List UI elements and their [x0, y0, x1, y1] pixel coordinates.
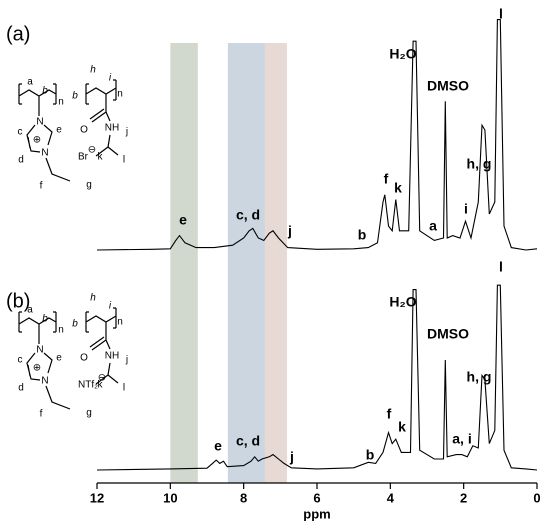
- peak-label: j: [287, 223, 292, 239]
- structure-label: ⊖: [88, 145, 96, 156]
- peak-label: i: [464, 201, 468, 217]
- x-tick-label: 0: [533, 490, 540, 505]
- structure-label: j: [125, 127, 128, 138]
- peak-label: c, d: [236, 207, 260, 223]
- structure-label: NH: [105, 351, 119, 362]
- peak-label: H₂O: [389, 46, 416, 62]
- peak-label: h, g: [467, 369, 492, 385]
- peak-label: e: [179, 212, 187, 228]
- peak-label: DMSO: [427, 326, 469, 342]
- structure-label: n: [58, 97, 64, 108]
- peak-label: c, d: [236, 433, 260, 449]
- peak-label: a, i: [452, 431, 471, 447]
- structure-label: c: [18, 127, 23, 138]
- structure-label: b: [42, 314, 48, 325]
- peak-label: a: [429, 218, 437, 234]
- structure-label: n: [117, 317, 123, 328]
- x-tick-label: 10: [163, 490, 177, 505]
- structure-label: NH: [105, 123, 119, 134]
- peak-label: k: [398, 419, 406, 435]
- structure-label: b: [42, 86, 48, 97]
- structure-label: d: [18, 383, 24, 394]
- structure-label: O: [80, 353, 88, 364]
- structure-label: f: [40, 181, 43, 192]
- structure-label: h: [90, 293, 96, 304]
- structure-label: e: [56, 125, 62, 136]
- structure-label: h: [90, 65, 96, 76]
- structure-label: n: [117, 89, 123, 100]
- structure-label: NTf₂: [78, 380, 98, 391]
- highlight-bands: [170, 43, 287, 483]
- highlight-band: [170, 43, 198, 483]
- structure-label: g: [86, 180, 92, 191]
- structure-label: i: [109, 73, 112, 84]
- panel-label: (a): [6, 23, 30, 45]
- peak-label: k: [394, 180, 402, 196]
- peak-label: DMSO: [427, 78, 469, 94]
- structure-label: b: [72, 319, 78, 330]
- structure-label: k: [98, 380, 104, 391]
- structure-label: l: [123, 155, 125, 166]
- peak-label: b: [358, 227, 367, 243]
- structure-label: d: [18, 155, 24, 166]
- spectrum: [96, 19, 538, 251]
- structure-label: N: [41, 148, 48, 159]
- peak-label: f: [384, 171, 389, 187]
- x-tick-label: 6: [313, 490, 320, 505]
- structure-label: N: [36, 345, 43, 356]
- structure-label: b: [72, 91, 78, 102]
- structure-label: Br: [78, 152, 89, 163]
- structure-label: O: [80, 125, 88, 136]
- peak-label: e: [214, 438, 222, 454]
- structure-label: a: [27, 77, 33, 88]
- structure-label: ⊖: [98, 373, 106, 384]
- panel-label: (b): [6, 290, 30, 312]
- structure-label: N: [41, 376, 48, 387]
- x-tick-label: 12: [90, 490, 104, 505]
- structure-label: ⊕: [33, 363, 41, 374]
- highlight-band: [264, 43, 287, 483]
- peak-label: b: [366, 447, 375, 463]
- structure-label: k: [98, 152, 104, 163]
- structure-bonds: [18, 307, 119, 410]
- peak-label: j: [289, 449, 294, 465]
- structure-label: a: [27, 305, 33, 316]
- structure-label: n: [58, 325, 64, 336]
- structure-label: g: [86, 408, 92, 419]
- structure-label: i: [109, 301, 112, 312]
- structure-label: ⊕: [33, 135, 41, 146]
- x-axis-label: ppm: [303, 506, 330, 521]
- structure-label: j: [125, 355, 128, 366]
- x-tick-label: 8: [240, 490, 247, 505]
- peak-label: l: [499, 259, 503, 275]
- structure-label: e: [56, 353, 62, 364]
- structure-label: f: [40, 409, 43, 420]
- structure-bonds: [18, 79, 119, 182]
- peak-label: f: [387, 406, 392, 422]
- spectrum: [96, 284, 538, 471]
- x-tick-label: 4: [387, 490, 395, 505]
- structure-label: c: [18, 355, 23, 366]
- peak-label: h, g: [467, 156, 492, 172]
- x-tick-label: 2: [460, 490, 467, 505]
- structure-label: l: [123, 383, 125, 394]
- peak-label: l: [499, 6, 503, 22]
- peak-label: H₂O: [389, 294, 416, 310]
- structure-label: N: [36, 117, 43, 128]
- highlight-band: [227, 43, 265, 483]
